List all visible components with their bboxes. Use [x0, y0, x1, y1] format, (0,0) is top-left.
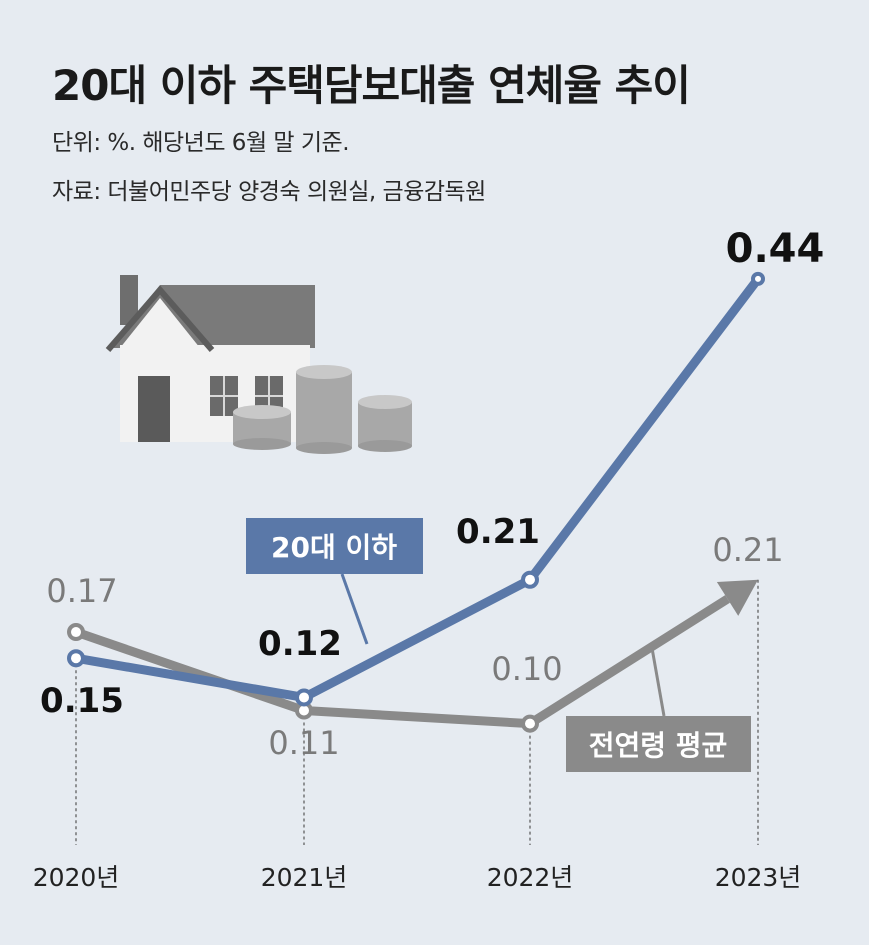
point-20s: [521, 570, 539, 589]
point-20s: [751, 271, 765, 286]
series-line-all-ages: [74, 595, 730, 729]
x-tick-label: 2021년: [261, 863, 348, 892]
point-20s: [295, 688, 313, 707]
data-label-20s: 0.15: [40, 681, 124, 721]
data-label-all-ages: 0.11: [268, 724, 339, 762]
point-all-ages: [67, 623, 85, 642]
page-title: 20대 이하 주택담보대출 연체율 추이: [52, 61, 691, 110]
data-label-20s: 0.44: [726, 226, 825, 272]
series-line-20s: [75, 276, 762, 702]
data-label-all-ages: 0.10: [491, 650, 562, 688]
house-icon: [105, 275, 315, 442]
x-tick-label: 2022년: [487, 863, 574, 892]
x-tick-label: 2020년: [33, 863, 120, 892]
series-label-20s: 20대 이하: [271, 531, 397, 564]
data-label-all-ages: 0.21: [712, 531, 783, 569]
series-label-pointer-all-ages: [650, 647, 666, 717]
series-arrowhead-all-ages: [716, 579, 758, 616]
data-label-20s: 0.21: [456, 512, 540, 552]
source-note: 자료: 더불어민주당 양경숙 의원실, 금융감독원: [52, 179, 486, 205]
data-label-20s: 0.12: [258, 624, 342, 664]
data-label-all-ages: 0.17: [46, 572, 117, 610]
coin-stack-icon: [233, 365, 412, 454]
point-all-ages: [521, 714, 539, 733]
series-label-all-ages: 전연령 평균: [589, 729, 728, 762]
series-label-box-all-ages: [566, 716, 751, 772]
x-tick-label: 2023년: [715, 863, 802, 892]
unit-note: 단위: %. 해당년도 6월 말 기준.: [52, 130, 350, 156]
series-label-pointer-20s: [340, 573, 369, 645]
point-20s: [67, 649, 85, 668]
series-label-box-20s: [246, 518, 423, 574]
